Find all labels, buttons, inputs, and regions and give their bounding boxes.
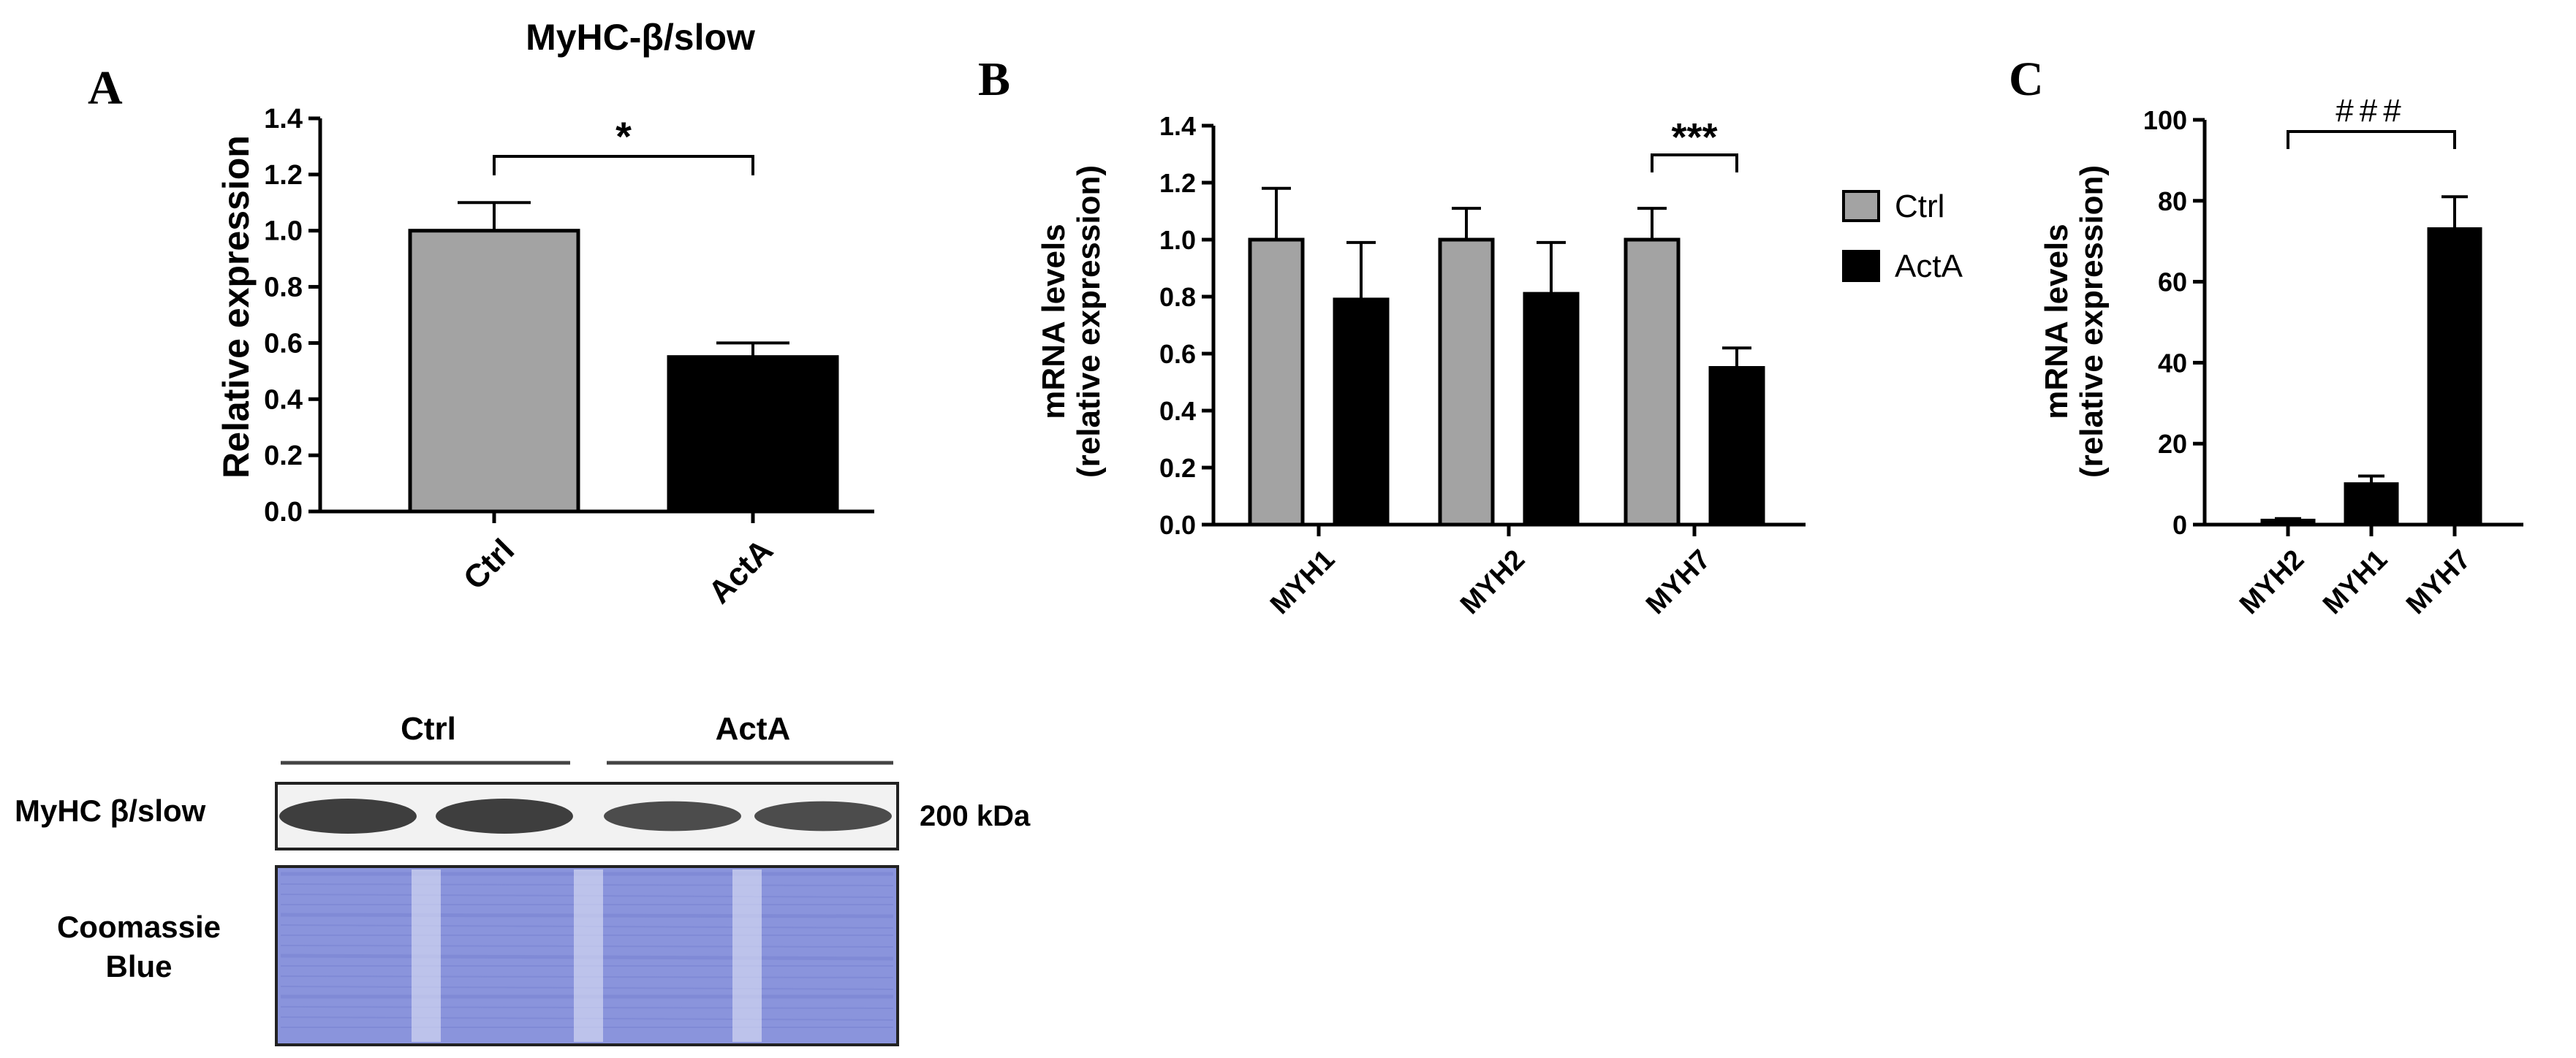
chart-b-legend-label-ctrl: Ctrl bbox=[1895, 189, 1944, 224]
chart-c-bar-myh7 bbox=[2427, 227, 2482, 527]
chart-b-y-tick-label: 1.4 bbox=[1159, 111, 1196, 141]
chart-a-y-tick-label: 1.4 bbox=[264, 104, 303, 134]
label-line: mRNA levels bbox=[2039, 224, 2075, 419]
chart-c-bar-myh2 bbox=[2260, 518, 2316, 527]
chart-b-y-tick-label: 1.0 bbox=[1159, 225, 1196, 255]
chart-c-x-tick-label: MYH1 bbox=[2317, 544, 2393, 620]
chart-b-x-tick-label: MYH1 bbox=[1265, 544, 1341, 620]
chart-c-y-tick-label: 0 bbox=[2172, 510, 2187, 540]
coomassie-lane-gap bbox=[574, 869, 603, 1042]
chart-b-legend-label-acta: ActA bbox=[1895, 248, 1963, 284]
label-line: Coomassie bbox=[57, 910, 221, 944]
chart-b-y-tick-label: 0.6 bbox=[1159, 339, 1196, 369]
chart-b-bar-ctrl-myh1 bbox=[1248, 237, 1305, 527]
chart-a-significance-bracket bbox=[493, 155, 754, 175]
chart-c-significance-label: ### bbox=[2336, 93, 2406, 129]
blot-band bbox=[754, 801, 892, 831]
chart-a-bar-acta bbox=[667, 355, 839, 514]
coomassie-lane-gap bbox=[412, 869, 441, 1042]
chart-b: mRNA levels(relative expression) 0.0 0.2 0… bbox=[1036, 111, 1963, 620]
coomassie-lane-gap bbox=[732, 869, 762, 1042]
chart-c-y-tick-label: 60 bbox=[2158, 267, 2187, 297]
chart-b-significance-label: *** bbox=[1671, 115, 1717, 159]
chart-a: MyHC-β/slow Relative expression 0.0 0.2 0.… bbox=[216, 17, 874, 611]
chart-a-y-tick-label: 0.6 bbox=[264, 328, 303, 359]
chart-b-y-tick-label: 0.0 bbox=[1159, 510, 1196, 540]
chart-a-y-tick-label: 1.0 bbox=[264, 216, 303, 247]
chart-a-y-tick-label: 0.2 bbox=[264, 441, 303, 471]
chart-c-y-tick-label: 40 bbox=[2158, 348, 2187, 378]
blot-row-myhc-label: MyHC β/slow bbox=[15, 794, 206, 828]
chart-b-y-tick-label: 0.8 bbox=[1159, 282, 1196, 312]
blot-row-coomassie-label: Coomassie Blue bbox=[57, 910, 221, 983]
chart-b-significance-bracket bbox=[1651, 153, 1738, 172]
chart-a-x-tick-label: ActA bbox=[702, 532, 780, 610]
chart-a-significance-label: * bbox=[615, 113, 632, 159]
panel-label-b: B bbox=[978, 53, 1010, 106]
chart-b-y-tick-label: 1.2 bbox=[1159, 168, 1196, 198]
chart-a-title: MyHC-β/slow bbox=[526, 17, 755, 58]
blot-band bbox=[279, 799, 417, 834]
chart-c-y-tick-label: 80 bbox=[2158, 186, 2187, 216]
label-line: mRNA levels bbox=[1036, 224, 1072, 419]
chart-c-y-tick-label: 100 bbox=[2143, 105, 2187, 135]
chart-a-y-tick-label: 0.0 bbox=[264, 497, 303, 528]
western-blot: Ctrl ActA MyHC β/slow 200 kDa Coomassie B… bbox=[15, 711, 1031, 1046]
chart-a-y-tick-label: 0.4 bbox=[264, 384, 303, 415]
label-line: (relative expression) bbox=[1071, 165, 1107, 478]
chart-c-ylabel: mRNA levels(relative expression) bbox=[2039, 165, 2110, 478]
chart-b-legend-swatch-acta bbox=[1842, 250, 1880, 282]
chart-b-x-tick-label: MYH2 bbox=[1455, 544, 1531, 620]
chart-c-x-tick-label: MYH2 bbox=[2234, 544, 2310, 620]
chart-a-bar-ctrl bbox=[408, 229, 580, 514]
panel-label-c: C bbox=[2009, 53, 2044, 106]
chart-a-x-tick-label: Ctrl bbox=[457, 532, 521, 596]
blot-group-ctrl: Ctrl bbox=[401, 711, 456, 747]
chart-a-ylabel: Relative expression bbox=[216, 135, 257, 479]
label-line: Blue bbox=[105, 949, 172, 983]
chart-c-bar-myh1 bbox=[2344, 482, 2399, 527]
chart-b-ylabel: mRNA levels(relative expression) bbox=[1036, 165, 1107, 478]
panel-label-a: A bbox=[88, 61, 123, 115]
chart-a-y-tick-label: 0.8 bbox=[264, 273, 303, 303]
blot-band bbox=[604, 801, 741, 831]
chart-b-bar-acta-myh7 bbox=[1708, 366, 1765, 527]
blot-group-acta: ActA bbox=[716, 711, 791, 747]
label-line: (relative expression) bbox=[2074, 165, 2110, 478]
chart-b-bar-ctrl-myh7 bbox=[1624, 237, 1681, 527]
chart-b-bar-acta-myh2 bbox=[1523, 292, 1580, 527]
chart-b-bar-ctrl-myh2 bbox=[1438, 237, 1495, 527]
chart-b-y-tick-label: 0.4 bbox=[1159, 396, 1196, 426]
chart-b-y-tick-label: 0.2 bbox=[1159, 453, 1196, 483]
chart-c-significance-bracket bbox=[2287, 130, 2456, 149]
chart-b-legend-swatch-ctrl bbox=[1842, 190, 1880, 222]
chart-b-bar-acta-myh1 bbox=[1333, 297, 1390, 527]
blot-band bbox=[436, 799, 573, 834]
chart-c: mRNA levels(relative expression) 0 20 40 60… bbox=[2039, 93, 2523, 620]
chart-c-y-tick-label: 20 bbox=[2158, 429, 2187, 459]
chart-a-y-tick-label: 1.2 bbox=[264, 160, 303, 191]
chart-b-x-tick-label: MYH7 bbox=[1640, 544, 1716, 620]
blot-size-label: 200 kDa bbox=[920, 800, 1031, 832]
chart-c-x-tick-label: MYH7 bbox=[2401, 544, 2477, 620]
